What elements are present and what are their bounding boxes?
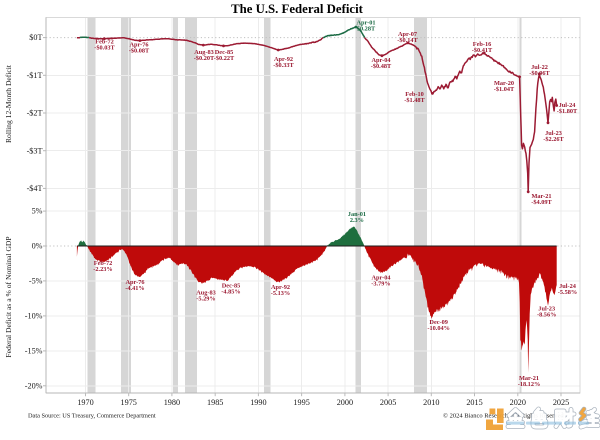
svg-text:-$0.41T: -$0.41T <box>472 47 493 54</box>
svg-text:-$4.09T: -$4.09T <box>531 199 552 206</box>
svg-text:-4.41%: -4.41% <box>125 285 144 292</box>
svg-text:$0.28T: $0.28T <box>357 26 376 33</box>
svg-text:2025: 2025 <box>553 398 569 407</box>
svg-text:5%: 5% <box>32 207 43 216</box>
svg-text:Feb-72: Feb-72 <box>94 260 113 267</box>
svg-text:2000: 2000 <box>337 398 353 407</box>
svg-text:Apr-92: Apr-92 <box>274 56 293 63</box>
svg-text:The U.S. Federal Deficit: The U.S. Federal Deficit <box>231 2 364 16</box>
svg-text:Federal Deficit as a % of Nomi: Federal Deficit as a % of Nominal GDP <box>4 236 13 357</box>
svg-text:-4.85%: -4.85% <box>221 289 240 296</box>
svg-text:Dec-85: Dec-85 <box>215 49 234 56</box>
svg-text:-$0.20T: -$0.20T <box>194 55 215 62</box>
svg-text:-10%: -10% <box>25 312 43 321</box>
svg-text:-$0.96T: -$0.96T <box>529 70 550 77</box>
svg-text:Apr-07: Apr-07 <box>398 31 417 38</box>
svg-text:Feb-16: Feb-16 <box>473 41 492 48</box>
svg-text:Rolling 12-Month Deficit: Rolling 12-Month Deficit <box>4 64 13 143</box>
svg-text:Mar-21: Mar-21 <box>531 193 551 200</box>
svg-text:© 2024 Bianco Research. All Ri: © 2024 Bianco Research. All Rights Reser… <box>443 413 564 420</box>
svg-text:Feb-10: Feb-10 <box>405 91 424 98</box>
svg-text:Apr-76: Apr-76 <box>125 279 144 286</box>
svg-text:-5%: -5% <box>29 277 43 286</box>
svg-text:2005: 2005 <box>380 398 396 407</box>
svg-text:$0T: $0T <box>29 33 42 42</box>
svg-text:-$0.33T: -$0.33T <box>273 62 294 69</box>
svg-text:-18.12%: -18.12% <box>518 381 541 388</box>
svg-text:-20%: -20% <box>25 381 43 390</box>
svg-text:1980: 1980 <box>164 398 180 407</box>
svg-text:Aug-83: Aug-83 <box>194 49 214 56</box>
svg-text:-$0.48T: -$0.48T <box>371 63 392 70</box>
svg-text:-8.56%: -8.56% <box>537 312 556 319</box>
svg-text:2.3%: 2.3% <box>350 217 364 224</box>
svg-text:Apr-04: Apr-04 <box>371 57 391 64</box>
svg-text:-$0.22T: -$0.22T <box>214 55 235 62</box>
svg-text:Feb-72: Feb-72 <box>95 39 114 46</box>
svg-text:-10.04%: -10.04% <box>427 325 450 332</box>
svg-text:-2.23%: -2.23% <box>93 266 112 273</box>
svg-text:-$0.14T: -$0.14T <box>397 37 418 44</box>
svg-text:Dec-09: Dec-09 <box>429 319 448 326</box>
svg-text:-$0.03T: -$0.03T <box>94 45 115 52</box>
svg-text:Apr-01: Apr-01 <box>356 20 375 27</box>
svg-text:Apr-92: Apr-92 <box>271 284 290 291</box>
svg-text:1975: 1975 <box>121 398 137 407</box>
svg-text:-5.13%: -5.13% <box>271 290 290 297</box>
svg-text:-15%: -15% <box>25 347 43 356</box>
svg-text:-$1.04T: -$1.04T <box>494 86 515 93</box>
svg-text:2010: 2010 <box>423 398 439 407</box>
svg-text:Jan-01: Jan-01 <box>348 211 366 218</box>
svg-text:-$3T: -$3T <box>27 146 43 155</box>
svg-text:1985: 1985 <box>207 398 223 407</box>
svg-text:Apr-76: Apr-76 <box>129 42 148 49</box>
svg-text:1990: 1990 <box>250 398 266 407</box>
svg-text:-$4T: -$4T <box>27 184 43 193</box>
svg-text:-$2.26T: -$2.26T <box>543 136 564 143</box>
svg-text:1970: 1970 <box>77 398 93 407</box>
svg-text:Data Source: US Treasury, Comm: Data Source: US Treasury, Commerce Depar… <box>28 413 156 420</box>
svg-text:Jul-23: Jul-23 <box>538 306 555 313</box>
svg-text:-$1.80T: -$1.80T <box>557 108 578 115</box>
svg-text:Apr-04: Apr-04 <box>371 275 391 282</box>
svg-text:-3.79%: -3.79% <box>371 281 390 288</box>
svg-text:-$1T: -$1T <box>27 71 43 80</box>
svg-text:2015: 2015 <box>466 398 482 407</box>
svg-text:Mar-20: Mar-20 <box>494 80 514 87</box>
svg-text:Dec-85: Dec-85 <box>222 283 241 290</box>
svg-text:Jul-23: Jul-23 <box>545 130 562 137</box>
svg-text:2020: 2020 <box>510 398 526 407</box>
svg-text:-$0.08T: -$0.08T <box>129 48 150 55</box>
svg-text:Aug-83: Aug-83 <box>196 289 216 296</box>
svg-text:Jul-24: Jul-24 <box>559 283 577 290</box>
svg-text:Jul-24: Jul-24 <box>559 102 577 109</box>
svg-text:-$1.48T: -$1.48T <box>404 97 425 104</box>
svg-text:-5.29%: -5.29% <box>196 295 215 302</box>
svg-text:-$2T: -$2T <box>27 109 43 118</box>
svg-text:1995: 1995 <box>293 398 309 407</box>
svg-text:0%: 0% <box>32 242 43 251</box>
svg-text:Mar-21: Mar-21 <box>519 375 539 382</box>
svg-text:-5.58%: -5.58% <box>558 289 577 296</box>
svg-text:Jul-22: Jul-22 <box>531 64 548 71</box>
